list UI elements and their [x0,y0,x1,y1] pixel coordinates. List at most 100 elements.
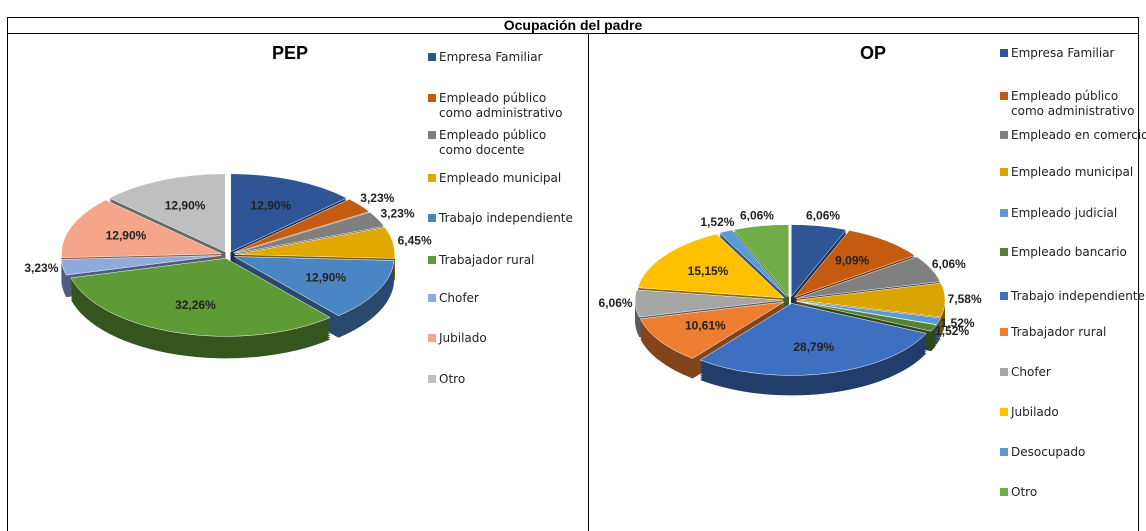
legend-label: Chofer [439,291,479,305]
legend-item: Empresa Familiar [1000,46,1146,61]
legend-label: Jubilado [439,331,487,345]
legend-swatch [428,94,436,102]
data-label: 1,52% [700,215,734,229]
slice [733,224,789,298]
legend-label: Trabajador rural [1011,325,1107,339]
data-label: 12,90% [165,198,206,212]
legend-swatch [1000,248,1008,256]
chart-title: PEP [272,43,308,63]
data-label: 6,06% [806,209,840,223]
legend-label: Empleado en comercio [1011,128,1146,142]
legend-item: Jubilado [1000,405,1146,420]
data-label: 15,15% [688,264,729,278]
legend-label: Jubilado [1011,405,1059,419]
legend-item: Chofer [1000,365,1146,380]
legend-item: Empleado en comercio [1000,128,1146,143]
slice [791,224,847,298]
legend-label: Trabajador rural [439,253,535,267]
legend-swatch [1000,408,1008,416]
legend-item: Trabajador rural [1000,325,1146,340]
legend-swatch [1000,292,1008,300]
data-label: 3,23% [360,191,394,205]
data-label: 9,09% [835,254,869,268]
legend-swatch [1000,328,1008,336]
legend-item: Trabajador rural [428,253,578,268]
legend-label: Empleado municipal [1011,165,1134,179]
slice [234,227,396,259]
legend-swatch [428,294,436,302]
data-label: 28,79% [793,340,834,354]
divider [588,34,589,531]
data-label: 6,45% [398,233,432,247]
data-label: 12,90% [106,229,147,243]
data-label: 10,61% [685,319,726,333]
data-label: 1,52% [941,316,975,330]
slice [230,173,348,253]
slice-side [796,303,937,334]
legend-label: Empresa Familiar [1011,46,1115,60]
slice [233,198,370,254]
legend-swatch [428,53,436,61]
legend-item: Empleado municipal [428,171,578,186]
legend-swatch [1000,92,1008,100]
legend-swatch [428,256,436,264]
slice [796,256,941,299]
slice [637,233,785,299]
slice [699,303,927,376]
legend-item: Empleado municipal [1000,165,1146,180]
data-label: 6,06% [740,209,774,223]
legend-label: Chofer [1011,365,1051,379]
legend-swatch [1000,209,1008,217]
legend-item: Trabajo independiente [428,211,578,226]
legend-item: Empleado bancario [1000,245,1146,260]
chart-title: OP [860,43,886,63]
legend-swatch [428,214,436,222]
legend-swatch [428,375,436,383]
slice [234,211,385,254]
frame [7,17,1139,531]
legend-label: Empleado público como docente [439,128,547,157]
legend-item: Otro [1000,485,1146,500]
legend-item: Chofer [428,291,578,306]
legend-label: Empleado público como administrativo [1011,89,1135,118]
legend-swatch [1000,368,1008,376]
legend-item: Jubilado [428,331,578,346]
slice [634,289,784,318]
legend-label: Empresa Familiar [439,50,543,64]
legend-item: Otro [428,372,578,387]
data-label: 3,23% [381,207,415,221]
slice [796,282,946,318]
slice [70,258,331,337]
pie [634,224,946,396]
data-label: 6,06% [599,296,633,310]
legend-item: Empresa Familiar [428,50,578,65]
slice [61,255,222,276]
data-label: 1,52% [935,324,969,338]
legend-swatch [1000,168,1008,176]
legend-swatch [1000,448,1008,456]
legend-swatch [1000,131,1008,139]
legend-swatch [428,334,436,342]
legend-label: Trabajo independiente [1011,289,1145,303]
legend-label: Desocupado [1011,445,1086,459]
legend-label: Empleado bancario [1011,245,1127,259]
slice [234,256,395,317]
legend-swatch [428,174,436,182]
legend-label: Empleado público como administrativo [439,91,563,120]
legend-label: Otro [439,372,466,386]
legend-item: Empleado público como administrativo [1000,89,1146,119]
slice [61,199,222,258]
data-label: 6,06% [932,257,966,271]
legend-swatch [1000,488,1008,496]
slice [718,229,788,297]
legend-label: Otro [1011,485,1038,499]
legend-item: Empleado judicial [1000,206,1146,221]
data-label: 32,26% [175,298,216,312]
slice [796,301,937,332]
data-label: 3,23% [24,261,58,275]
data-label: 12,90% [251,198,292,212]
legend-swatch [1000,49,1008,57]
legend-swatch [428,131,436,139]
